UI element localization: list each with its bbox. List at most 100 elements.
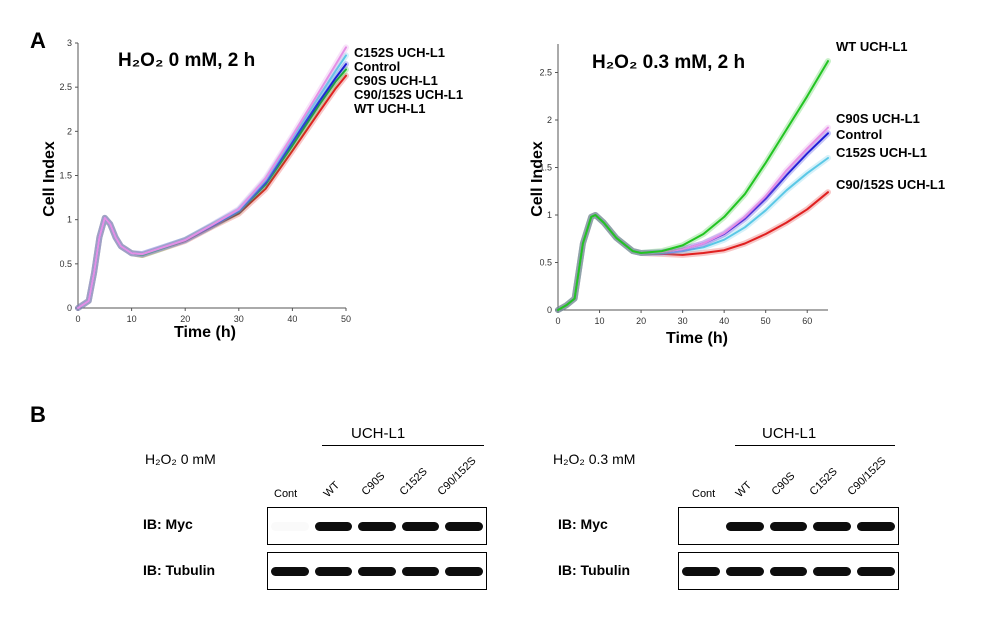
chart2-legend-item: C90/152S UCH-L1	[836, 177, 946, 192]
chart1-legend-item: C152S UCH-L1	[354, 45, 446, 60]
blot1-lane-c152s: C152S	[397, 465, 430, 498]
blot1-lane-wt: WT	[321, 479, 343, 500]
x-tick-label: 0	[555, 316, 560, 326]
series-line	[77, 46, 347, 309]
blot-band	[401, 566, 440, 576]
x-tick-label: 10	[595, 316, 605, 326]
blot-band	[445, 521, 483, 531]
blot2-lane-cont: Cont	[692, 488, 716, 500]
blot-band	[857, 566, 895, 576]
y-tick-label: 1	[547, 210, 552, 220]
x-tick-label: 60	[802, 316, 812, 326]
blot2-condition: H₂O₂ 0.3 mM	[553, 451, 636, 467]
blot-band	[857, 521, 895, 531]
series-band	[75, 61, 349, 311]
chart1-legend-item: C90/152S UCH-L1	[354, 87, 464, 102]
chart1-title: H₂O₂ 0 mM, 2 h	[118, 50, 256, 71]
blot2-lane-c90-152s: C90/152S	[845, 454, 889, 498]
blot-band	[769, 521, 808, 531]
series-band	[555, 155, 831, 313]
series-line	[77, 54, 347, 309]
blot1-tubulin-strip	[267, 552, 487, 590]
y-tick-label: 1	[67, 215, 72, 225]
x-tick-label: 40	[287, 314, 297, 324]
y-tick-label: 2	[67, 126, 72, 136]
y-tick-label: 0.5	[540, 258, 552, 268]
chart1-legend-item: C90S UCH-L1	[354, 73, 438, 88]
blot-band	[401, 521, 440, 531]
series-line	[77, 63, 347, 309]
y-tick-label: 3	[67, 38, 72, 48]
blot-band	[314, 521, 353, 531]
chart1-legend-item: Control	[354, 59, 401, 74]
x-tick-label: 20	[180, 314, 190, 324]
blot1-condition: H₂O₂ 0 mM	[145, 451, 216, 467]
blot2-lane-c90s: C90S	[769, 470, 798, 498]
y-tick-label: 1.5	[540, 163, 552, 173]
chart1-xlabel: Time (h)	[174, 324, 236, 341]
chart2-legend-item: WT UCH-L1	[836, 39, 908, 54]
chart1-ylabel: Cell Index	[41, 141, 58, 217]
x-tick-label: 30	[234, 314, 244, 324]
blot-band	[813, 566, 852, 576]
blot1-lane-cont: Cont	[274, 488, 298, 500]
blot2-group-line	[735, 445, 895, 446]
series-line	[557, 157, 829, 311]
blot1-lane-c90-152s: C90/152S	[435, 454, 479, 498]
series-band	[75, 44, 349, 311]
blot2-lane-wt: WT	[733, 479, 755, 500]
chart2-legend-item: C90S UCH-L1	[836, 111, 920, 126]
blot2-tubulin-strip	[678, 552, 899, 590]
y-tick-label: 0	[547, 305, 552, 315]
blot-band	[682, 566, 720, 576]
blot2-row-label: IB: Tubulin	[558, 562, 631, 578]
x-tick-label: 50	[341, 314, 351, 324]
blot-band	[358, 521, 396, 531]
chart2-title: H₂O₂ 0.3 mM, 2 h	[592, 52, 746, 73]
blot-band	[445, 566, 483, 576]
series-line	[557, 60, 829, 311]
chart2-legend-item: C152S UCH-L1	[836, 145, 928, 160]
series-band	[75, 52, 349, 311]
blot-band	[725, 521, 764, 531]
blot1-group-label: UCH-L1	[351, 425, 406, 442]
series-band	[555, 58, 831, 313]
y-tick-label: 1.5	[60, 171, 72, 181]
blot1-row-label: IB: Tubulin	[143, 562, 216, 578]
y-tick-label: 2	[547, 115, 552, 125]
series-band	[75, 66, 349, 311]
blot2-myc-strip	[678, 507, 899, 545]
blot2-lane-c152s: C152S	[807, 465, 840, 498]
blot-band	[271, 566, 309, 576]
panel-b-label: B	[30, 402, 46, 427]
blot-band	[358, 566, 396, 576]
blot2-row-label: IB: Myc	[558, 516, 608, 532]
blot-band	[314, 566, 353, 576]
y-tick-label: 0	[67, 303, 72, 313]
y-tick-label: 2.5	[540, 68, 552, 78]
x-tick-label: 30	[678, 316, 688, 326]
chart2-legend-item: Control	[836, 127, 883, 142]
x-tick-label: 20	[636, 316, 646, 326]
chart1-legend-item: WT UCH-L1	[354, 101, 426, 116]
blot1-myc-strip	[267, 507, 487, 545]
blot-band	[725, 566, 764, 576]
blot-band	[769, 566, 808, 576]
y-tick-label: 2.5	[60, 82, 72, 92]
x-tick-label: 40	[719, 316, 729, 326]
series-line	[77, 68, 347, 309]
chart1-legend: C152S UCH-L1 Control C90S UCH-L1 C90/152…	[354, 46, 463, 116]
chart2-xlabel: Time (h)	[666, 330, 728, 347]
x-tick-label: 0	[75, 314, 80, 324]
blot-band	[271, 521, 309, 531]
y-tick-label: 0.5	[60, 259, 72, 269]
chart1-plot: 00.511.522.530 10 20 30 40 50	[60, 38, 351, 324]
blot-band	[813, 521, 852, 531]
x-tick-label: 10	[127, 314, 137, 324]
blot1-row-label: IB: Myc	[143, 516, 193, 532]
x-tick-label: 50	[761, 316, 771, 326]
chart2-plot: 0 0.5 1 1.5 2 2.5 0 10 20 30 40 50 60	[540, 44, 831, 326]
panel-a-label: A	[30, 28, 46, 53]
blot1-group-line	[322, 445, 484, 446]
blot1-lane-c90s: C90S	[359, 470, 388, 498]
